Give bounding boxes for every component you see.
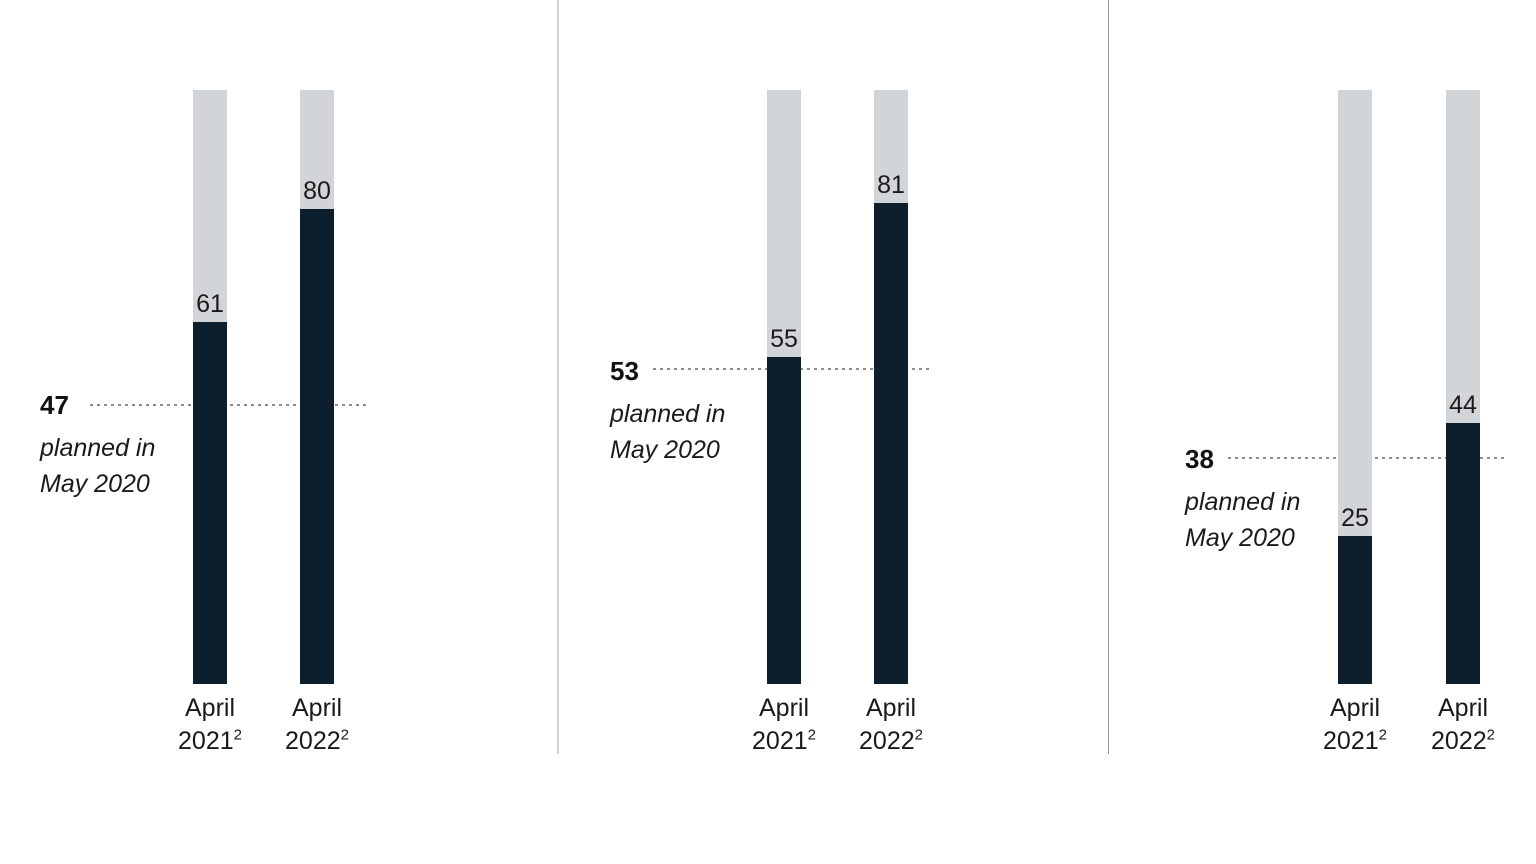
reference-annotation: 47 planned in May 2020 <box>40 392 155 502</box>
x-label-year: 20212 <box>752 726 816 755</box>
bar-fill <box>1446 422 1480 684</box>
bar: 55 <box>767 90 801 684</box>
x-label-year: 20222 <box>1431 726 1495 755</box>
bar: 80 <box>300 90 334 684</box>
bar: 81 <box>874 90 908 684</box>
x-label-year: 20222 <box>859 726 923 755</box>
chart-panel-2: 53 planned in May 2020 55 81 April 20212… <box>559 0 1108 864</box>
reference-value: 47 <box>40 390 69 420</box>
footnote-marker: 2 <box>914 726 923 744</box>
reference-note-line1: planned in <box>1185 488 1301 516</box>
x-label-month: April <box>1437 694 1488 722</box>
bar-value-label: 25 <box>1341 503 1369 532</box>
x-axis-label: April 20222 <box>831 692 951 758</box>
footnote-marker: 2 <box>807 726 816 744</box>
footnote-marker: 2 <box>1486 726 1495 744</box>
footnote-marker: 2 <box>1378 726 1387 744</box>
x-label-month: April <box>1329 694 1380 722</box>
reference-note-line2: May 2020 <box>40 470 150 498</box>
x-label-month: April <box>184 694 235 722</box>
x-label-month: April <box>865 694 916 722</box>
bar-value-label: 55 <box>770 325 798 354</box>
x-label-year: 20222 <box>285 726 349 755</box>
x-axis-label: April 20212 <box>1295 692 1415 758</box>
x-axis-label: April 20222 <box>1403 692 1523 758</box>
panel-divider-1 <box>557 0 559 754</box>
footnote-marker: 2 <box>233 726 242 744</box>
reference-annotation: 38 planned in May 2020 <box>1185 446 1300 556</box>
chart-panel-3: 38 planned in May 2020 25 44 April 20212… <box>1109 0 1536 864</box>
plot-area: 61 80 <box>0 90 557 684</box>
reference-note-line1: planned in <box>40 434 156 462</box>
bar: 61 <box>193 90 227 684</box>
bar: 44 <box>1446 90 1480 684</box>
bar-fill <box>300 208 334 684</box>
x-axis-label: April 20222 <box>257 692 377 758</box>
bar-fill <box>193 321 227 684</box>
reference-note-line2: May 2020 <box>1185 524 1295 552</box>
chart-panel-1: 47 planned in May 2020 61 80 April 20212… <box>0 0 557 864</box>
reference-annotation: 53 planned in May 2020 <box>610 358 725 468</box>
bar-value-label: 80 <box>303 176 331 205</box>
reference-note-line2: May 2020 <box>610 436 720 464</box>
x-label-year: 20212 <box>1323 726 1387 755</box>
panel-divider-2 <box>1108 0 1109 754</box>
bar-fill <box>874 202 908 684</box>
reference-note-line1: planned in <box>610 400 726 428</box>
x-label-month: April <box>758 694 809 722</box>
bar: 25 <box>1338 90 1372 684</box>
bar-value-label: 61 <box>196 289 224 318</box>
reference-value: 53 <box>610 356 639 386</box>
reference-line <box>90 403 366 406</box>
bar-fill <box>767 357 801 684</box>
x-axis-label: April 20212 <box>724 692 844 758</box>
footnote-marker: 2 <box>340 726 349 744</box>
plot-area: 55 81 <box>559 90 1108 684</box>
x-label-year: 20212 <box>178 726 242 755</box>
bar-value-label: 44 <box>1449 390 1477 419</box>
bar-fill <box>1338 535 1372 684</box>
x-axis-label: April 20212 <box>150 692 270 758</box>
plot-area: 25 44 <box>1109 90 1536 684</box>
reference-value: 38 <box>1185 444 1214 474</box>
bar-value-label: 81 <box>877 170 905 199</box>
x-label-month: April <box>291 694 342 722</box>
